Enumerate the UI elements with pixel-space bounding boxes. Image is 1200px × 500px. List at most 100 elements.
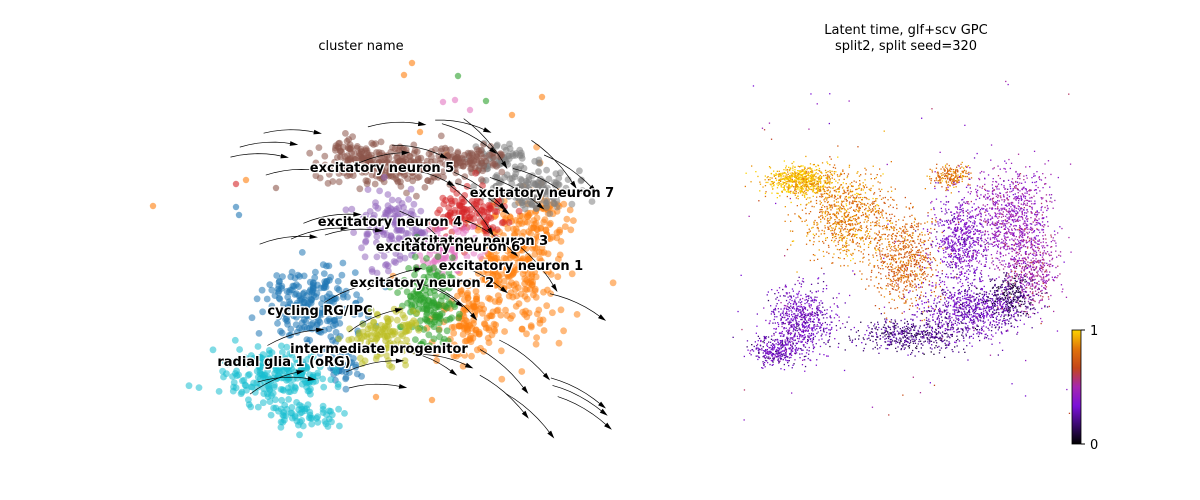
latent-time-point [812, 226, 814, 229]
latent-time-point [901, 312, 903, 314]
latent-time-point [829, 164, 831, 166]
latent-time-point [859, 180, 861, 182]
velocity-streamlines [230, 118, 612, 439]
latent-time-point [787, 188, 789, 190]
latent-time-point [935, 177, 937, 179]
cluster-point [455, 314, 463, 322]
cluster-point [532, 340, 540, 348]
latent-time-point [941, 186, 943, 188]
latent-time-point [935, 236, 937, 238]
cluster-point [609, 279, 617, 287]
latent-time-point [834, 167, 837, 169]
latent-time-point [980, 213, 982, 215]
latent-time-point [914, 270, 916, 272]
latent-time-point [889, 243, 891, 246]
latent-time-point [896, 307, 899, 309]
cluster-point [516, 217, 523, 225]
latent-time-point [888, 277, 890, 279]
latent-time-point [878, 211, 880, 213]
latent-time-point [921, 319, 923, 322]
latent-time-point [955, 174, 957, 177]
latent-time-point [961, 161, 963, 164]
latent-time-point [891, 264, 894, 266]
latent-time-point [844, 249, 846, 251]
latent-time-point [903, 275, 905, 277]
latent-time-point [837, 156, 839, 158]
cluster-point [251, 388, 259, 396]
latent-time-point [850, 220, 852, 222]
latent-time-point [886, 225, 888, 227]
latent-time-point [876, 210, 878, 212]
latent-time-point [778, 180, 780, 182]
latent-time-point [947, 277, 949, 279]
latent-time-point [937, 171, 939, 173]
latent-time-point [962, 219, 965, 221]
latent-time-point [880, 198, 883, 200]
latent-time-point [842, 220, 844, 223]
latent-time-point [890, 307, 892, 309]
cluster-point [511, 173, 519, 181]
latent-time-point [833, 164, 836, 166]
latent-time-point [796, 195, 799, 197]
cluster-point [306, 288, 313, 295]
cluster-point [562, 184, 570, 192]
latent-time-point [845, 231, 847, 233]
latent-time-point [818, 167, 821, 170]
latent-time-point [791, 174, 794, 177]
latent-time-point [920, 294, 922, 296]
latent-time-point [824, 169, 827, 172]
latent-time-point [804, 173, 807, 175]
latent-time-point [896, 207, 898, 210]
latent-time-point [888, 243, 890, 246]
latent-time-point [902, 293, 904, 295]
cluster-point [563, 215, 571, 223]
latent-time-point [882, 261, 884, 263]
latent-time-point [794, 188, 796, 190]
cluster-point [502, 306, 509, 314]
streamline-arrow [536, 202, 545, 210]
latent-time-point [962, 170, 965, 173]
cluster-point [335, 312, 343, 320]
latent-time-point [837, 194, 839, 196]
outlier-point [242, 176, 250, 184]
latent-time-point [785, 169, 787, 171]
latent-time-point [890, 266, 892, 268]
latent-time-point [836, 201, 838, 203]
latent-time-point [893, 242, 895, 245]
cluster-point [490, 153, 498, 161]
latent-time-point [797, 165, 799, 167]
latent-time-point [848, 164, 851, 166]
cluster-point [394, 336, 401, 344]
latent-time-point [935, 275, 938, 277]
cluster-point [458, 208, 466, 216]
latent-time-point [905, 206, 907, 208]
latent-time-point [891, 288, 894, 290]
cluster-point [387, 315, 395, 323]
latent-time-point [874, 222, 876, 224]
latent-time-point [906, 239, 908, 242]
cluster-point [257, 363, 264, 371]
latent-time-point [897, 280, 900, 282]
streamline [557, 396, 609, 427]
latent-time-point [955, 168, 957, 171]
latent-time-point [839, 223, 841, 226]
latent-time-point [858, 206, 861, 208]
latent-time-point [759, 181, 761, 183]
latent-time-point [780, 179, 782, 181]
latent-time-point [819, 174, 821, 177]
latent-time-point [804, 167, 806, 170]
latent-time-point [879, 268, 882, 270]
latent-time-point [794, 187, 796, 189]
latent-time-point [848, 244, 850, 246]
latent-time-point [878, 188, 880, 190]
latent-time-point [952, 169, 955, 171]
latent-time-point [791, 185, 793, 187]
latent-time-title-line1: Latent time, glf+scv GPC [824, 23, 988, 38]
latent-time-point [953, 177, 955, 180]
latent-time-point [848, 234, 850, 236]
latent-time-point [984, 254, 986, 256]
cluster-point [410, 158, 418, 166]
cluster-point [504, 152, 512, 160]
latent-time-point [811, 172, 814, 174]
latent-time-point [908, 259, 910, 262]
